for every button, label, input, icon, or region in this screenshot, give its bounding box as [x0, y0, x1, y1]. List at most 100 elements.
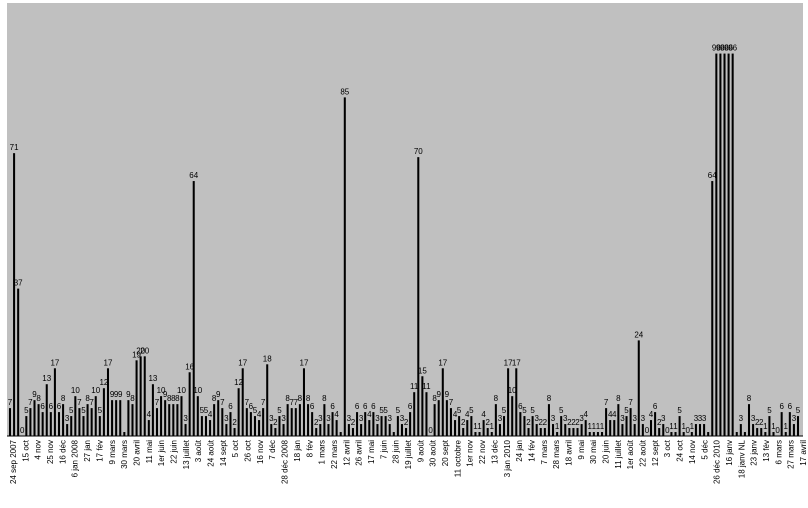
data-label: 7 [294, 398, 299, 407]
bar [111, 400, 114, 436]
x-tick-label: 26 avril [355, 440, 364, 466]
data-label: 2 [755, 418, 760, 427]
bar [698, 424, 702, 436]
data-label: 7 [89, 398, 94, 407]
bar [494, 404, 497, 436]
data-label: 2 [314, 418, 319, 427]
data-label: 9 [32, 390, 37, 399]
bar [547, 404, 550, 436]
bar [735, 432, 738, 436]
bar [723, 53, 726, 436]
x-tick-label: 28 mars [552, 440, 561, 469]
x-tick-label: 22 juin [169, 440, 178, 464]
bar [315, 428, 318, 436]
bar [421, 376, 424, 436]
data-label: 5 [383, 406, 388, 415]
x-tick-label: 3 jan 2010 [503, 439, 512, 477]
data-label: 6 [371, 402, 376, 411]
data-label: 2 [461, 418, 466, 427]
bar [204, 416, 207, 436]
data-label: 8 [285, 394, 290, 403]
x-tick-label: 6 mars [774, 440, 783, 464]
bar [331, 412, 334, 436]
data-label: 37 [14, 279, 23, 288]
data-label: 3 [661, 414, 666, 423]
bar [74, 396, 77, 436]
bar [29, 408, 32, 436]
x-tick-label: 14 fév [527, 440, 536, 462]
data-label: 2 [657, 418, 662, 427]
bar [139, 356, 142, 436]
bar [458, 416, 461, 436]
bar [658, 428, 661, 436]
bar [592, 432, 595, 436]
bar [564, 424, 567, 436]
x-tick-label: 20 sept [441, 439, 450, 466]
data-label: 4 [583, 410, 588, 419]
data-label: 3 [498, 414, 503, 423]
data-label: 2 [526, 418, 531, 427]
data-label: 4 [465, 410, 470, 419]
bar [417, 157, 420, 436]
bar [764, 432, 767, 436]
bar [241, 368, 244, 436]
bar [102, 388, 105, 436]
bar [756, 428, 759, 436]
bar [17, 288, 20, 436]
bar [274, 428, 277, 436]
bar [323, 404, 326, 436]
bar [360, 424, 363, 436]
data-label: 9 [110, 390, 115, 399]
bar [462, 428, 465, 436]
bar [347, 424, 350, 436]
bar [368, 420, 371, 436]
x-tick-label: 17 avril [799, 440, 808, 466]
bar [82, 416, 85, 436]
bar [633, 424, 636, 436]
data-label: 2 [232, 418, 237, 427]
data-label: 3 [326, 414, 331, 423]
data-label: 5 [69, 406, 74, 415]
data-label: 9 [445, 390, 450, 399]
x-tick-label: 1er août [626, 439, 635, 469]
x-tick-label: 30 août [429, 439, 438, 466]
data-label: 0 [20, 426, 25, 435]
data-label: 5 [677, 406, 682, 415]
data-label: 17 [238, 358, 247, 367]
bar [49, 412, 52, 436]
data-label: 3 [551, 414, 556, 423]
bar [62, 404, 65, 436]
bar [449, 408, 452, 436]
data-label: 1 [490, 422, 495, 431]
data-label: 3 [698, 414, 703, 423]
x-tick-label: 27 jan [83, 440, 92, 462]
bar [200, 416, 203, 436]
bar [507, 368, 510, 436]
bar [413, 392, 416, 436]
bar [392, 432, 395, 436]
data-label: 5 [469, 406, 474, 415]
bar [678, 416, 681, 436]
x-tick-label: 11 juillet [614, 439, 623, 469]
bar [131, 404, 134, 436]
bar [57, 412, 61, 436]
bar [511, 396, 514, 436]
bar [482, 420, 485, 436]
bar [147, 420, 150, 436]
x-tick-label: 7 déc [268, 440, 277, 460]
x-tick-label: 11 octobre [453, 439, 462, 477]
data-label: 64 [189, 171, 198, 180]
bar [515, 368, 518, 436]
data-label: 5 [559, 406, 564, 415]
bar [45, 384, 48, 436]
bar [572, 428, 575, 436]
bar [649, 420, 653, 436]
data-label: 2 [404, 418, 409, 427]
data-label: 1 [596, 422, 601, 431]
bar-series [8, 53, 800, 436]
bar [335, 420, 338, 436]
bar [237, 388, 240, 436]
data-label: 19 [132, 350, 141, 359]
bar [127, 400, 130, 436]
x-tick-label: 19 juillet [404, 439, 413, 469]
